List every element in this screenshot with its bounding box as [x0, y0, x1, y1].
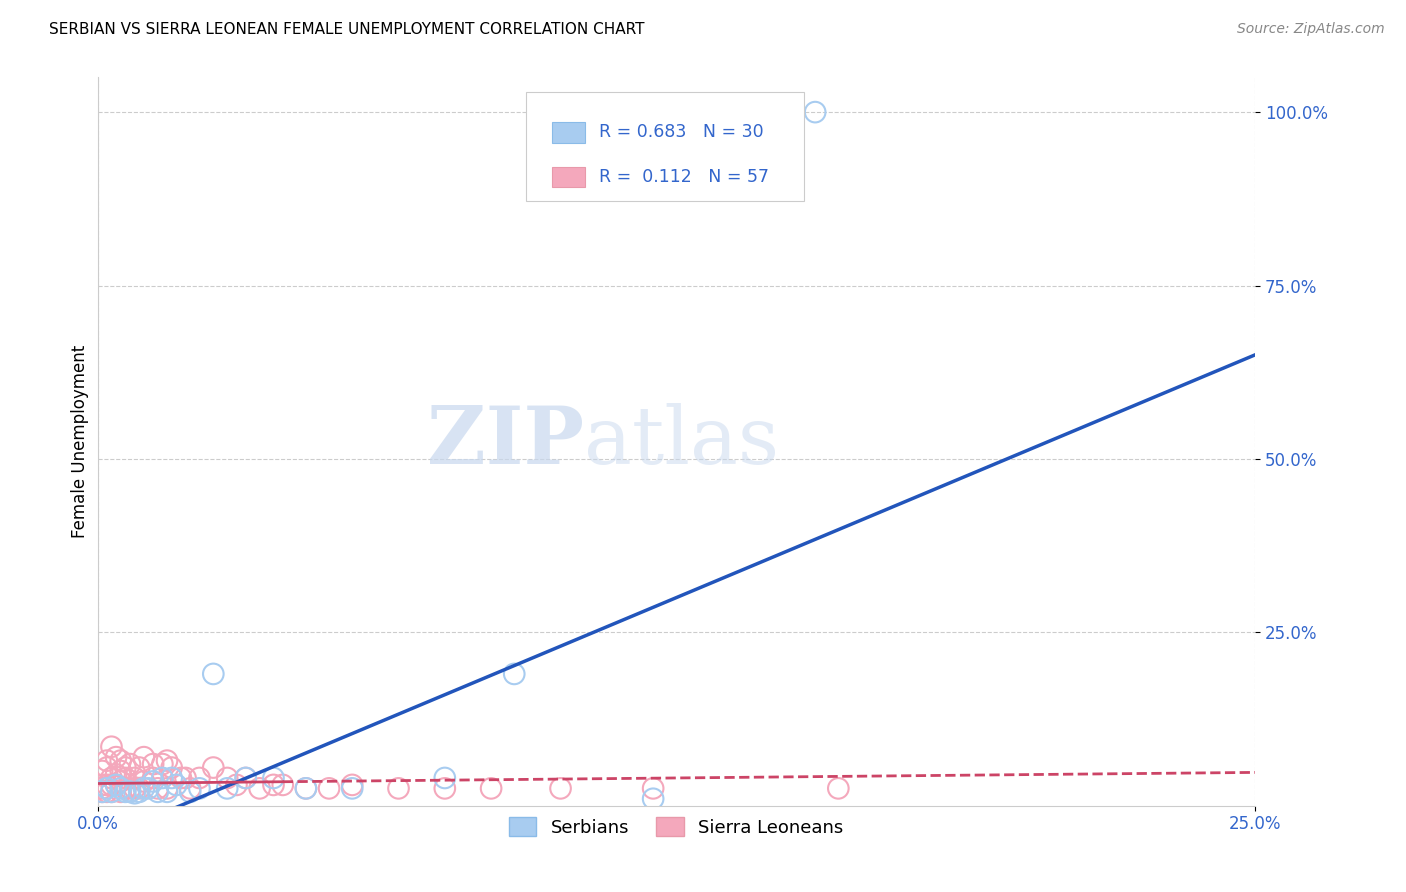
Point	[202, 667, 225, 681]
Point	[271, 778, 294, 792]
Point	[160, 760, 183, 774]
Point	[550, 781, 572, 796]
Point	[124, 786, 146, 800]
Text: R = 0.683   N = 30: R = 0.683 N = 30	[599, 123, 763, 142]
Point	[128, 760, 150, 774]
Text: Source: ZipAtlas.com: Source: ZipAtlas.com	[1237, 22, 1385, 37]
Point	[132, 781, 155, 796]
Point	[100, 771, 122, 785]
Point	[114, 785, 136, 799]
Point	[96, 778, 118, 792]
Point	[142, 774, 165, 789]
Point	[105, 778, 128, 792]
Point	[91, 785, 114, 799]
Point	[128, 785, 150, 799]
Point	[146, 781, 169, 796]
Point	[643, 791, 665, 805]
Point	[118, 757, 141, 772]
Point	[503, 667, 526, 681]
Y-axis label: Female Unemployment: Female Unemployment	[72, 345, 89, 538]
Point	[156, 785, 179, 799]
Point	[150, 757, 173, 772]
Point	[142, 771, 165, 785]
Point	[114, 771, 136, 785]
Point	[342, 778, 364, 792]
Point	[100, 785, 122, 799]
FancyBboxPatch shape	[526, 92, 804, 202]
Point	[295, 781, 318, 796]
Point	[433, 771, 456, 785]
Point	[100, 785, 122, 799]
Point	[263, 778, 285, 792]
Point	[114, 760, 136, 774]
Legend: Serbians, Sierra Leoneans: Serbians, Sierra Leoneans	[502, 810, 851, 844]
Text: R =  0.112   N = 57: R = 0.112 N = 57	[599, 168, 769, 186]
Point	[91, 778, 114, 792]
Point	[217, 781, 239, 796]
Point	[804, 105, 827, 120]
Point	[96, 781, 118, 796]
Point	[91, 785, 114, 799]
Point	[318, 781, 340, 796]
Point	[118, 785, 141, 799]
Point	[479, 781, 502, 796]
Point	[96, 760, 118, 774]
Point	[110, 785, 132, 799]
Point	[142, 757, 165, 772]
Point	[132, 750, 155, 764]
Point	[100, 778, 122, 792]
Point	[170, 771, 193, 785]
Point	[150, 771, 173, 785]
Point	[110, 774, 132, 789]
Point	[146, 785, 169, 799]
Point	[118, 781, 141, 796]
Point	[156, 754, 179, 768]
Point	[156, 781, 179, 796]
Point	[827, 781, 849, 796]
Point	[188, 771, 211, 785]
Point	[179, 785, 201, 799]
Point	[235, 771, 257, 785]
Point	[217, 771, 239, 785]
Point	[138, 781, 160, 796]
Point	[433, 781, 456, 796]
Point	[110, 764, 132, 778]
Point	[643, 781, 665, 796]
Point	[202, 760, 225, 774]
Text: SERBIAN VS SIERRA LEONEAN FEMALE UNEMPLOYMENT CORRELATION CHART: SERBIAN VS SIERRA LEONEAN FEMALE UNEMPLO…	[49, 22, 645, 37]
Point	[160, 771, 183, 785]
Point	[225, 778, 247, 792]
Point	[342, 781, 364, 796]
Point	[387, 781, 409, 796]
Point	[179, 781, 201, 796]
Bar	[553, 167, 585, 187]
Point	[91, 764, 114, 778]
Point	[295, 781, 318, 796]
Point	[174, 771, 197, 785]
Point	[96, 754, 118, 768]
Point	[96, 785, 118, 799]
Point	[105, 767, 128, 781]
Point	[235, 771, 257, 785]
Point	[263, 771, 285, 785]
Point	[100, 739, 122, 754]
Point	[110, 781, 132, 796]
Point	[249, 781, 271, 796]
Text: atlas: atlas	[583, 402, 779, 481]
Point	[114, 781, 136, 796]
Bar	[553, 122, 585, 143]
Point	[165, 778, 187, 792]
Point	[105, 750, 128, 764]
Point	[105, 778, 128, 792]
Point	[188, 781, 211, 796]
Point	[118, 785, 141, 799]
Point	[128, 781, 150, 796]
Point	[132, 774, 155, 789]
Text: ZIP: ZIP	[426, 402, 583, 481]
Point	[91, 781, 114, 796]
Point	[124, 771, 146, 785]
Point	[124, 781, 146, 796]
Point	[110, 754, 132, 768]
